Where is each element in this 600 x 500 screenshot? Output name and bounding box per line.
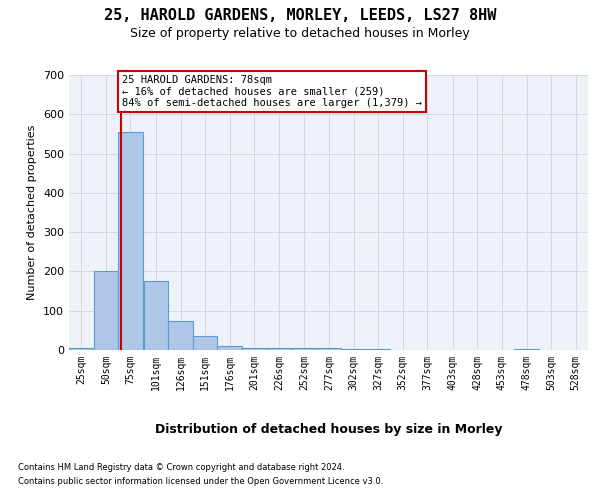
- Bar: [168, 320, 193, 350]
- Bar: [317, 348, 341, 350]
- Text: Distribution of detached houses by size in Morley: Distribution of detached houses by size …: [155, 422, 503, 436]
- Bar: [292, 348, 317, 350]
- Bar: [266, 348, 291, 350]
- Text: 25 HAROLD GARDENS: 78sqm
← 16% of detached houses are smaller (259)
84% of semi-: 25 HAROLD GARDENS: 78sqm ← 16% of detach…: [122, 75, 422, 108]
- Bar: [242, 348, 266, 350]
- Text: Contains HM Land Registry data © Crown copyright and database right 2024.: Contains HM Land Registry data © Crown c…: [18, 462, 344, 471]
- Bar: [366, 349, 391, 350]
- Bar: [69, 348, 94, 350]
- Text: Contains public sector information licensed under the Open Government Licence v3: Contains public sector information licen…: [18, 478, 383, 486]
- Text: Size of property relative to detached houses in Morley: Size of property relative to detached ho…: [130, 28, 470, 40]
- Bar: [217, 346, 242, 350]
- Bar: [94, 272, 118, 350]
- Bar: [118, 132, 143, 350]
- Text: 25, HAROLD GARDENS, MORLEY, LEEDS, LS27 8HW: 25, HAROLD GARDENS, MORLEY, LEEDS, LS27 …: [104, 8, 496, 22]
- Y-axis label: Number of detached properties: Number of detached properties: [28, 125, 37, 300]
- Bar: [514, 349, 539, 350]
- Bar: [341, 349, 366, 350]
- Bar: [144, 281, 168, 350]
- Bar: [193, 336, 217, 350]
